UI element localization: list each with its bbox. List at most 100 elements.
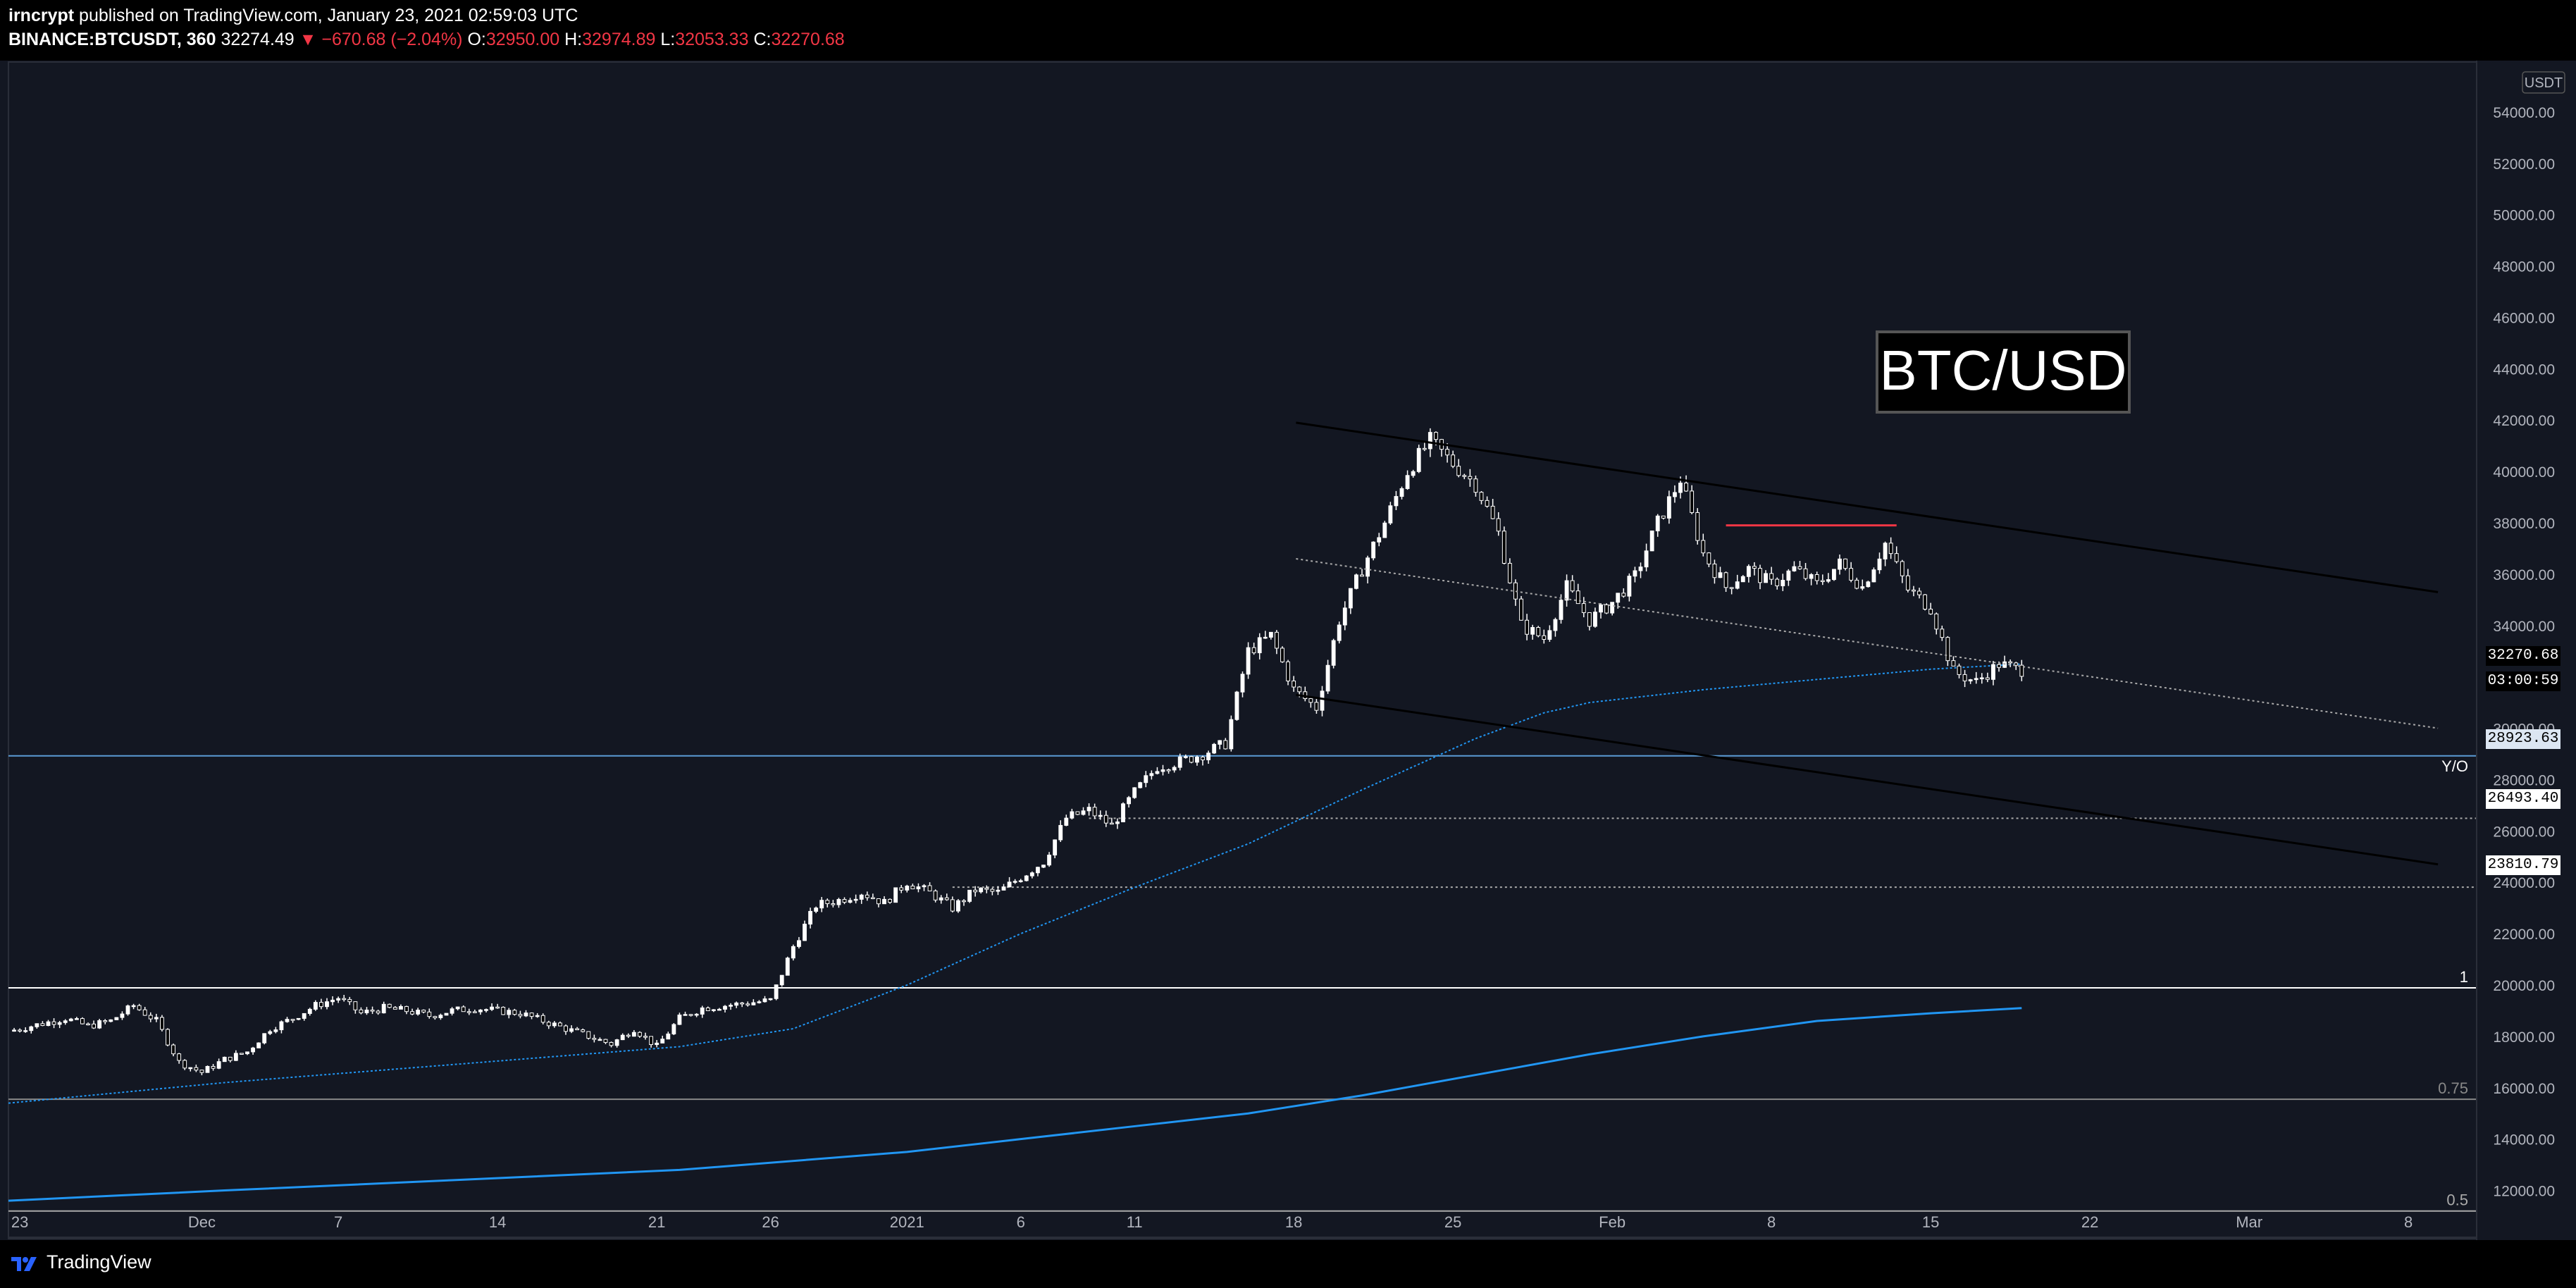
candle-body[interactable] (1621, 593, 1626, 597)
candle-body[interactable] (1257, 637, 1262, 654)
candle-body[interactable] (1109, 822, 1114, 825)
candle-body[interactable] (922, 885, 927, 888)
candle-body[interactable] (1103, 815, 1108, 824)
candle-body[interactable] (569, 1028, 574, 1032)
candle-body[interactable] (68, 1018, 73, 1022)
candle-body[interactable] (1923, 594, 1927, 610)
candle-body[interactable] (785, 958, 790, 976)
candle-body[interactable] (1962, 674, 1967, 681)
candle-body[interactable] (222, 1056, 227, 1063)
candle-body[interactable] (285, 1019, 290, 1022)
candle-body[interactable] (160, 1017, 164, 1030)
candle-body[interactable] (444, 1013, 449, 1016)
candle-body[interactable] (1132, 787, 1137, 798)
candle-body[interactable] (711, 1009, 716, 1011)
candle-body[interactable] (518, 1014, 523, 1017)
candle-body[interactable] (1968, 679, 1973, 681)
candle-body[interactable] (1781, 580, 1785, 586)
candle-body[interactable] (888, 898, 892, 903)
candle-body[interactable] (1018, 880, 1023, 882)
candle-body[interactable] (18, 1029, 23, 1032)
candle-body[interactable] (325, 1001, 329, 1008)
candle-body[interactable] (1769, 573, 1774, 580)
candle-body[interactable] (1581, 603, 1586, 613)
candle-body[interactable] (1479, 492, 1484, 501)
candle-body[interactable] (729, 1005, 733, 1007)
candle-body[interactable] (194, 1067, 199, 1071)
candle-body[interactable] (1570, 580, 1575, 592)
candle-body[interactable] (1206, 753, 1210, 760)
candle-body[interactable] (1092, 807, 1097, 817)
candle-body[interactable] (330, 999, 335, 1003)
candle-body[interactable] (1314, 702, 1319, 711)
candle-body[interactable] (1428, 432, 1432, 450)
candle-body[interactable] (1422, 447, 1427, 450)
candle-body[interactable] (1507, 562, 1512, 583)
candle-body[interactable] (575, 1028, 580, 1031)
candle-body[interactable] (1399, 488, 1404, 497)
candle-body[interactable] (57, 1022, 62, 1025)
candle-body[interactable] (1166, 769, 1171, 772)
candle-body[interactable] (211, 1065, 216, 1069)
candle-body[interactable] (791, 946, 795, 959)
candle-body[interactable] (1530, 627, 1535, 635)
candle-body[interactable] (1610, 602, 1615, 614)
candle-body[interactable] (154, 1017, 159, 1020)
candle-body[interactable] (1144, 775, 1148, 784)
candle-body[interactable] (2008, 661, 2013, 664)
candle-body[interactable] (1263, 636, 1268, 639)
candle-body[interactable] (762, 998, 767, 1003)
candle-body[interactable] (717, 1008, 722, 1011)
candle-body[interactable] (643, 1036, 648, 1038)
candle-body[interactable] (1371, 541, 1376, 559)
author-name[interactable]: irncrypt (8, 6, 75, 25)
candle-body[interactable] (962, 900, 966, 903)
candle-body[interactable] (1183, 756, 1188, 758)
candle-body[interactable] (524, 1013, 528, 1017)
candle-body[interactable] (688, 1014, 693, 1016)
candle-body[interactable] (620, 1034, 625, 1041)
tradingview-logo-icon[interactable] (10, 1253, 41, 1274)
candle-body[interactable] (1917, 590, 1921, 595)
candle-body[interactable] (1280, 648, 1284, 662)
candle-body[interactable] (893, 887, 898, 903)
candle-body[interactable] (1411, 471, 1416, 476)
candle-body[interactable] (1001, 886, 1006, 891)
candle-body[interactable] (1297, 686, 1302, 693)
candle-body[interactable] (848, 900, 853, 903)
candle-body[interactable] (205, 1065, 210, 1073)
candle-body[interactable] (1746, 566, 1751, 577)
candle-body[interactable] (831, 903, 836, 905)
candle-body[interactable] (1979, 677, 1984, 679)
candle-body[interactable] (1536, 627, 1541, 636)
candle-body[interactable] (51, 1021, 56, 1025)
candle-body[interactable] (1195, 756, 1199, 763)
candle-body[interactable] (1490, 505, 1495, 519)
candle-body[interactable] (1485, 500, 1490, 507)
candle-body[interactable] (1729, 587, 1734, 589)
candle-body[interactable] (233, 1053, 238, 1061)
candle-body[interactable] (1155, 771, 1160, 774)
candle-body[interactable] (1701, 540, 1706, 554)
candle-body[interactable] (1547, 630, 1552, 640)
candle-body[interactable] (216, 1061, 221, 1069)
candle-body[interactable] (63, 1020, 68, 1023)
candle-body[interactable] (1070, 811, 1075, 819)
candle-body[interactable] (1871, 569, 1876, 583)
candle-body[interactable] (655, 1042, 660, 1046)
candle-body[interactable] (916, 886, 921, 890)
candle-body[interactable] (370, 1009, 375, 1012)
candle-body[interactable] (1041, 865, 1046, 868)
moving-average-line[interactable] (8, 663, 2022, 1104)
candle-body[interactable] (1707, 552, 1711, 564)
candle-body[interactable] (842, 899, 847, 903)
candle-body[interactable] (466, 1011, 471, 1013)
price-chart[interactable]: Y/O 1 0.75 0.5 12000.00 14000.00 16000.00 1800… (0, 61, 2576, 1240)
candle-body[interactable] (92, 1023, 96, 1029)
candle-body[interactable] (1542, 635, 1547, 640)
candle-body[interactable] (1405, 475, 1410, 489)
candle-body[interactable] (1712, 563, 1717, 578)
candle-body[interactable] (1843, 558, 1847, 569)
candle-body[interactable] (512, 1010, 517, 1015)
candle-body[interactable] (40, 1023, 45, 1027)
